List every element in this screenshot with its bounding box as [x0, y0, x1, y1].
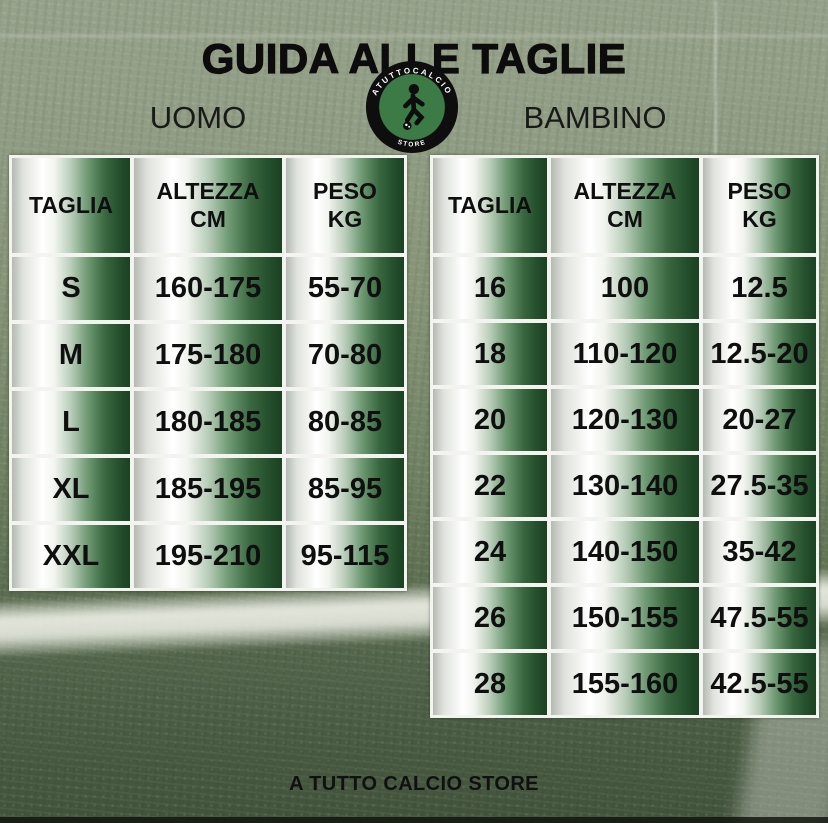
store-logo-badge: ATUTTOCALCIO STORE — [365, 60, 459, 154]
svg-text:STORE: STORE — [397, 139, 428, 149]
kids-size-table: TAGLIA ALTEZZA CM PESO KG 16 100 12.5 18… — [430, 155, 819, 718]
kids-row-size: 26 — [433, 587, 547, 649]
kids-row-height: 120-130 — [551, 389, 699, 451]
men-header-height-line1: ALTEZZA — [156, 177, 260, 204]
men-row-weight: 70-80 — [286, 324, 404, 387]
kids-header-weight-line2: KG — [742, 205, 777, 232]
kids-header-height: ALTEZZA CM — [551, 158, 699, 253]
soccer-player-icon — [403, 83, 425, 126]
kids-row-weight: 42.5-55 — [703, 653, 816, 715]
kids-row-size: 16 — [433, 257, 547, 319]
men-row-height: 180-185 — [134, 391, 282, 454]
kids-header-weight-line1: PESO — [727, 177, 792, 204]
kids-row-size: 20 — [433, 389, 547, 451]
field-marking-vertical — [714, 0, 717, 154]
men-header-weight: PESO KG — [286, 158, 404, 253]
kids-row-weight: 12.5-20 — [703, 323, 816, 385]
kids-row-size: 28 — [433, 653, 547, 715]
men-header-height: ALTEZZA CM — [134, 158, 282, 253]
logo-store-arc-text: STORE — [397, 139, 426, 149]
men-row-size: XL — [12, 458, 130, 521]
kids-row-height: 110-120 — [551, 323, 699, 385]
kids-row-height: 140-150 — [551, 521, 699, 583]
footer-text: A TUTTO CALCIO STORE — [289, 773, 539, 795]
kids-row-weight: 27.5-35 — [703, 455, 816, 517]
kids-section-label: BAMBINO — [523, 100, 667, 135]
men-header-weight-line2: KG — [327, 205, 363, 232]
men-header-weight-line1: PESO — [313, 177, 377, 204]
men-row-size: S — [12, 257, 130, 320]
kids-row-size: 22 — [433, 455, 547, 517]
field-marking-faint — [0, 34, 828, 38]
photo-bottom-edge — [0, 817, 828, 823]
men-row-height: 195-210 — [134, 525, 282, 588]
kids-header-height-line2: CM — [607, 205, 643, 232]
men-row-size: L — [12, 391, 130, 454]
kids-row-weight: 35-42 — [703, 521, 816, 583]
kids-row-weight: 12.5 — [703, 257, 816, 319]
kids-row-height: 155-160 — [551, 653, 699, 715]
men-row-height: 185-195 — [134, 458, 282, 521]
men-row-size: XXL — [12, 525, 130, 588]
men-row-weight: 95-115 — [286, 525, 404, 588]
men-size-table: TAGLIA ALTEZZA CM PESO KG S 160-175 55-7… — [9, 155, 407, 591]
kids-header-height-line1: ALTEZZA — [573, 177, 677, 204]
kids-row-height: 130-140 — [551, 455, 699, 517]
kids-row-weight: 47.5-55 — [703, 587, 816, 649]
kids-header-size: TAGLIA — [433, 158, 547, 253]
men-header-size: TAGLIA — [12, 158, 130, 253]
men-row-size: M — [12, 324, 130, 387]
men-row-weight: 80-85 — [286, 391, 404, 454]
men-row-height: 160-175 — [134, 257, 282, 320]
soccer-ball-icon — [403, 121, 412, 131]
men-row-height: 175-180 — [134, 324, 282, 387]
men-section-label: UOMO — [149, 100, 247, 135]
kids-row-size: 24 — [433, 521, 547, 583]
kids-row-height: 150-155 — [551, 587, 699, 649]
kids-row-size: 18 — [433, 323, 547, 385]
kids-row-weight: 20-27 — [703, 389, 816, 451]
kids-header-weight: PESO KG — [703, 158, 816, 253]
men-header-height-line2: CM — [190, 205, 226, 232]
kids-row-height: 100 — [551, 257, 699, 319]
men-row-weight: 55-70 — [286, 257, 404, 320]
store-logo: ATUTTOCALCIO STORE — [365, 60, 459, 154]
men-row-weight: 85-95 — [286, 458, 404, 521]
